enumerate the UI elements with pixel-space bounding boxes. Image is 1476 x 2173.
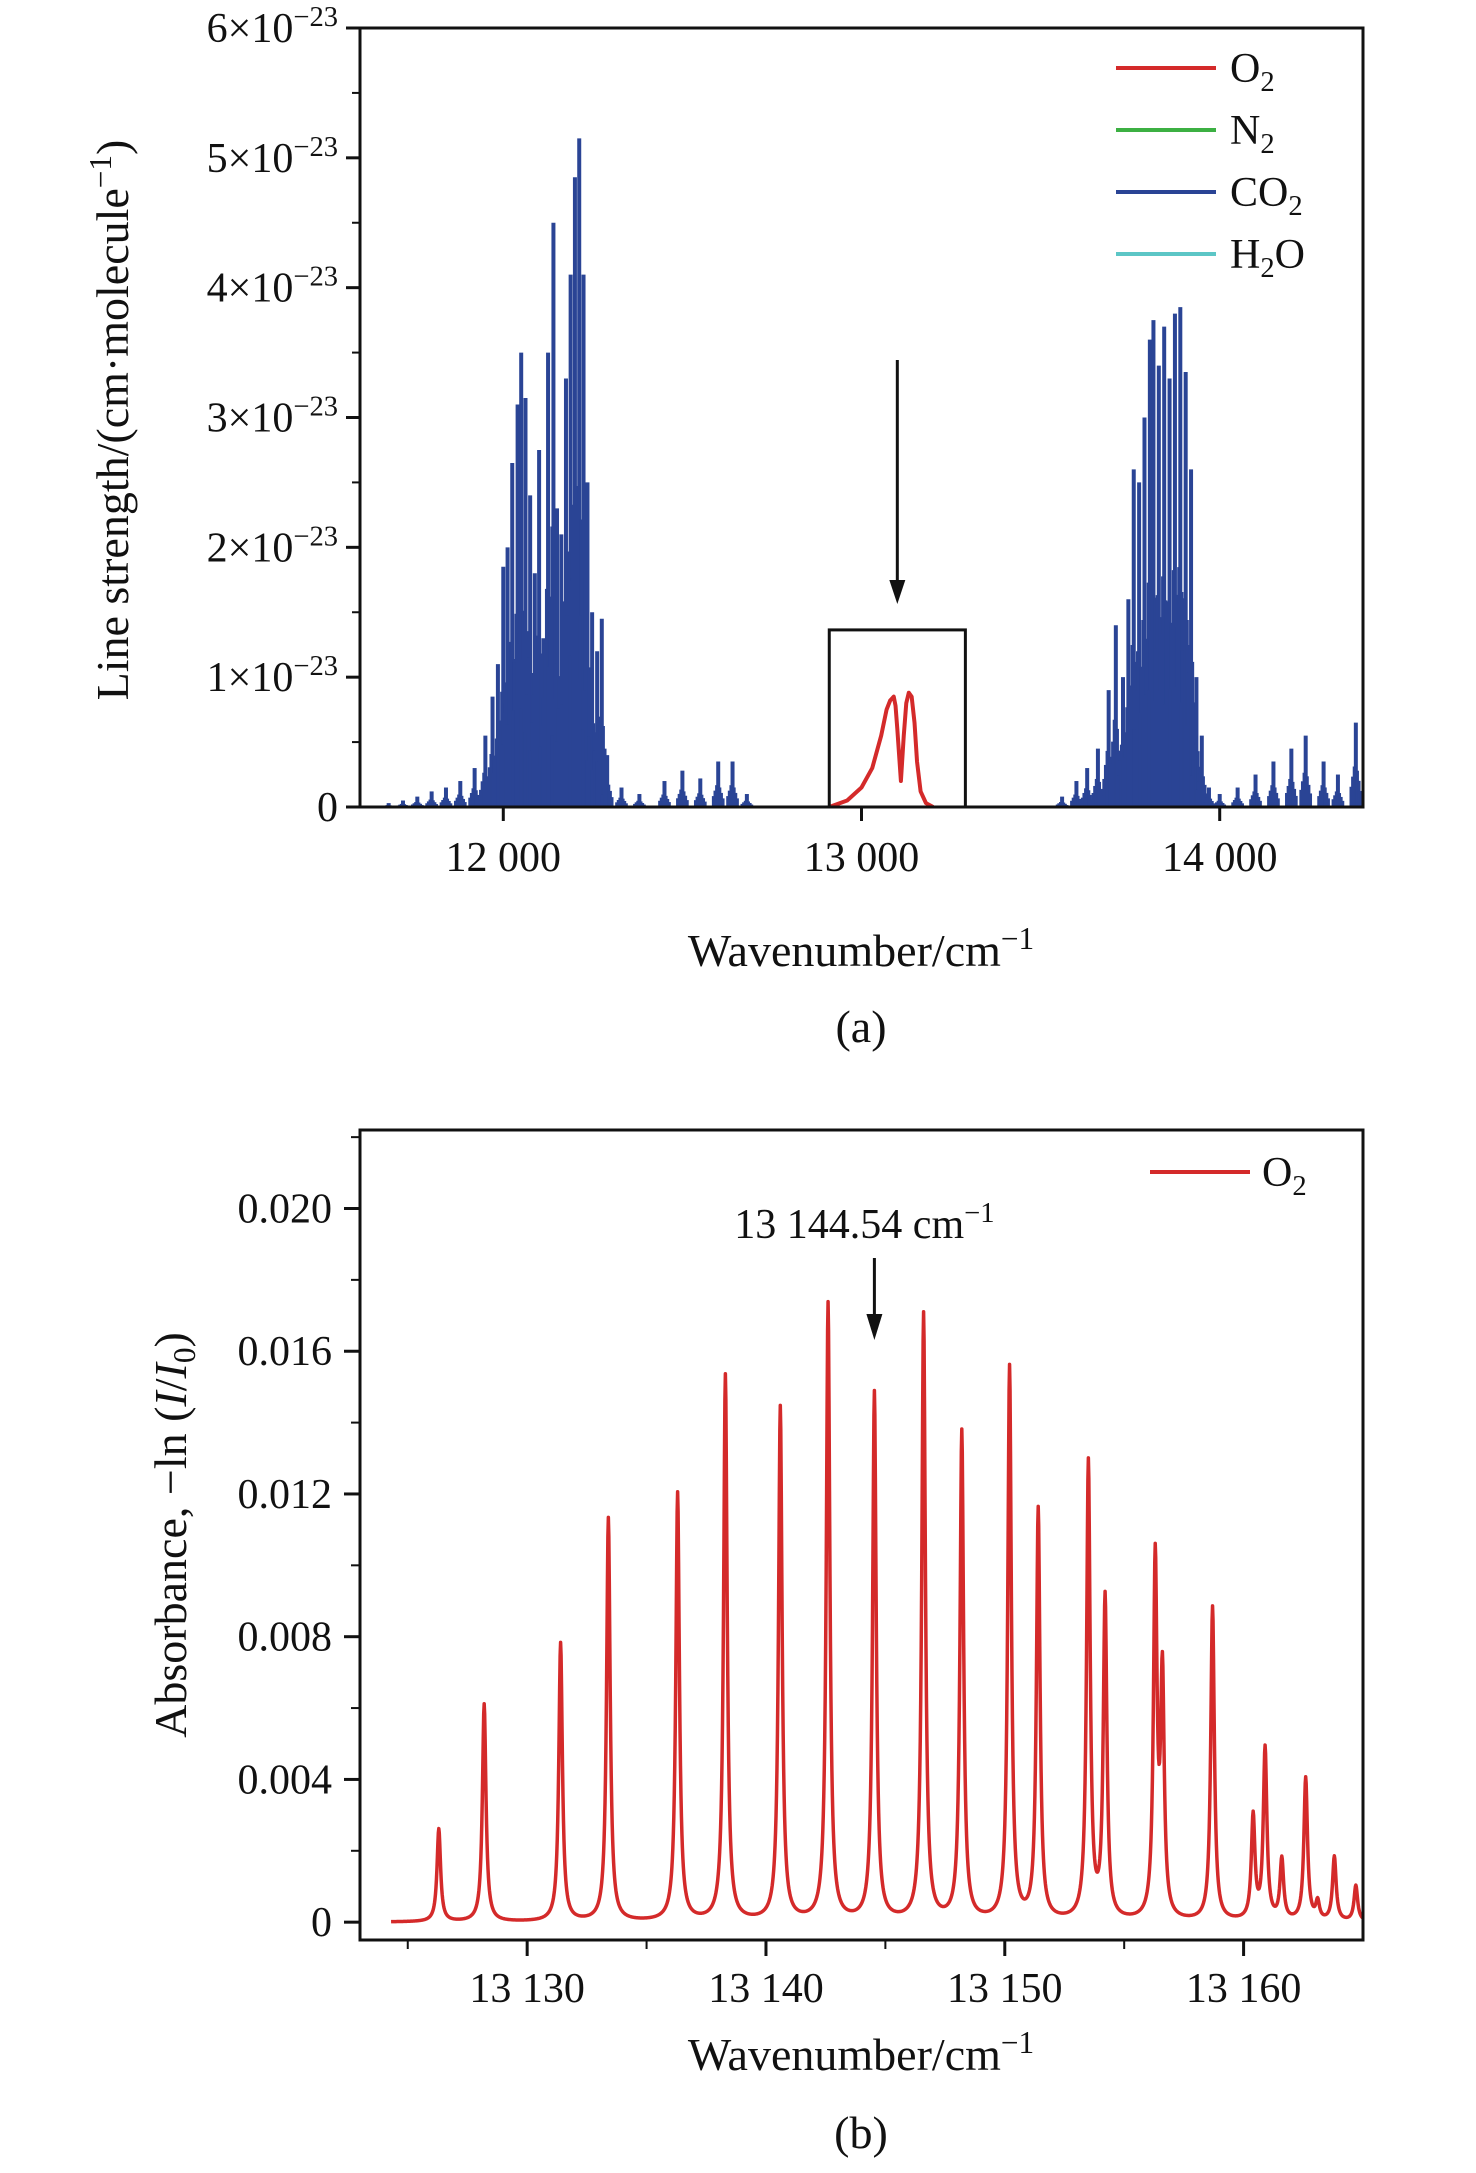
legend-label-a-1: N2​ [1230,108,1275,160]
y-axis-title-b: Absorbance, −ln (I/I0​) [145,1332,202,1738]
y-tick-label-b-2: 0.008 [238,1615,333,1661]
plot-area-a [360,138,1363,807]
y-tick-label-a-1: 1×10−23​ [207,651,338,701]
legend-b: O2​ [1150,1150,1307,1202]
x-tick-label-a-0: 12 000 [446,835,562,881]
chart-panel-b: 13 130 13 140 13 150 13 160 0 0.004 0.008 0.012… [145,1128,1365,2158]
arrow-head [889,580,906,604]
y-tick-label-a-2: 2×10−23​ [207,522,338,572]
legend-a: O2​ N2​ CO2​ H2​O [1116,46,1305,284]
chart-panel-a: 12 000 13 000 14 000 0 1×10−23​ 2×10−23​ 3×10−… [83,2,1365,1052]
y-tick-label-a-5: 5×10−23​ [207,132,338,182]
y-tick-label-b-4: 0.016 [238,1329,333,1375]
y-tick-label-a-3: 3×10−23​ [207,392,338,442]
peak-annotation: 13 144.54 cm−1​ [734,1198,994,1340]
legend-label-a-3: H2​O [1230,232,1305,284]
zoom-box [827,628,967,809]
y-tick-label-a-6: 6×10−23​ [207,2,338,52]
legend-label-a-0: O2​ [1230,46,1275,98]
x-tick-label-a-2: 14 000 [1162,835,1278,881]
y-tick-label-a-4: 4×10−23​ [207,262,338,312]
panel-label-b: (b) [834,2107,888,2158]
x-axis-title-a: Wavenumber/cm−1​ [688,921,1034,976]
y-axis-title-a: Line strength/(cm·molecule−1​) [83,140,138,701]
x-tick-label-b-2: 13 150 [947,1966,1063,2012]
plot-area-b [389,1299,1365,1924]
y-tick-label-b-5: 0.020 [238,1187,333,1233]
axes-a: 12 000 13 000 14 000 0 1×10−23​ 2×10−23​ 3×10−… [207,2,1278,881]
legend-label-a-2: CO2​ [1230,170,1303,222]
plot-frame-b [358,1128,1365,1942]
y-tick-label-b-1: 0.004 [238,1757,333,1803]
x-tick-label-b-0: 13 130 [469,1966,585,2012]
x-tick-label-a-1: 13 000 [804,835,920,881]
legend-label-b: O2​ [1262,1150,1307,1202]
x-tick-label-b-3: 13 160 [1186,1966,1302,2012]
y-tick-label-b-0: 0 [311,1900,332,1946]
x-tick-label-b-1: 13 140 [708,1966,824,2012]
series-o2-spectrum [389,1299,1365,1924]
series-o-line [828,690,935,807]
panel-label-a: (a) [835,1001,886,1052]
y-tick-label-b-3: 0.012 [238,1472,333,1518]
x-axis-title-b: Wavenumber/cm−1​ [688,2025,1034,2080]
annotation-arrow-head [866,1314,883,1340]
y-tick-label-a-0: 0 [317,785,338,831]
series-co2-sticks [382,138,1363,807]
annotation-label: 13 144.54 cm−1​ [734,1198,994,1248]
axes-b: 13 130 13 140 13 150 13 160 0 0.004 0.008 0.012… [238,1136,1302,2012]
